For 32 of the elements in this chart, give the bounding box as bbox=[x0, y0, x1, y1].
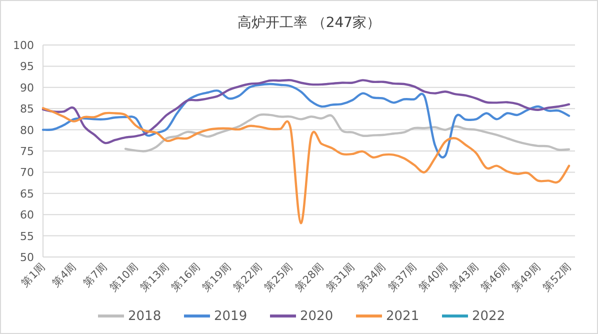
x-tick-label: 第52周 bbox=[540, 260, 574, 294]
y-tick-label: 90 bbox=[20, 81, 34, 94]
x-tick-label: 第19周 bbox=[200, 260, 234, 294]
x-tick-label: 第25周 bbox=[262, 260, 296, 294]
x-tick-label: 第13周 bbox=[138, 260, 172, 294]
y-tick-label: 60 bbox=[20, 208, 34, 222]
title: 高炉开工率 （247家） bbox=[237, 15, 381, 31]
y-tick-label: 85 bbox=[20, 102, 34, 116]
x-tick-label: 第22周 bbox=[231, 260, 265, 294]
x-tick-label: 第49周 bbox=[510, 260, 544, 294]
y-tick-label: 95 bbox=[20, 60, 34, 74]
x-tick-label: 第43周 bbox=[448, 260, 482, 294]
x-tick-label: 第4周 bbox=[50, 260, 80, 290]
legend-label: 2020 bbox=[300, 309, 334, 324]
line-series bbox=[42, 79, 570, 144]
y-tick-label: 70 bbox=[20, 166, 34, 180]
x-tick-label: 第40周 bbox=[416, 260, 450, 294]
y-tick-label: 55 bbox=[20, 230, 34, 243]
legend-label: 2021 bbox=[386, 309, 420, 324]
y-tick-label: 65 bbox=[20, 187, 34, 200]
legend-label: 2022 bbox=[472, 309, 506, 324]
legend-label: 2018 bbox=[128, 309, 162, 324]
line-series bbox=[42, 107, 570, 224]
y-tick-label: 80 bbox=[20, 124, 34, 137]
y-tick-label: 100 bbox=[13, 39, 34, 52]
line-series bbox=[124, 113, 570, 152]
y-tick-label: 75 bbox=[20, 145, 34, 158]
x-tick-label: 第16周 bbox=[169, 260, 203, 294]
legend-label: 2019 bbox=[214, 309, 248, 324]
x-tick-label: 第37周 bbox=[386, 260, 420, 294]
x-tick-label: 第46周 bbox=[478, 260, 512, 294]
x-tick-label: 第28周 bbox=[293, 260, 327, 294]
